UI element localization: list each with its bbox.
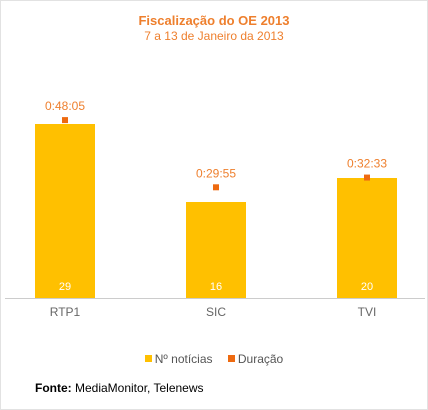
- source-label: Fonte:: [35, 381, 72, 395]
- legend-swatch-noticias: [144, 355, 152, 362]
- duration-label: 0:29:55: [196, 166, 236, 180]
- bar-value-label: 16: [210, 281, 222, 293]
- legend-label-duracao: Duração: [237, 351, 284, 366]
- legend-item-noticias[interactable]: Nº notícias: [144, 351, 213, 366]
- bar-value-label: 20: [361, 281, 373, 293]
- legend-label-noticias: Nº notícias: [154, 351, 213, 366]
- bar-sic[interactable]: [186, 202, 246, 298]
- legend-swatch-duracao: [227, 355, 235, 362]
- bar-value-label: 29: [59, 281, 71, 293]
- category-tick-label: TVI: [358, 305, 377, 319]
- chart-subtitle: 7 a 13 de Janeiro da 2013: [144, 29, 284, 43]
- chart-title: Fiscalização do OE 2013: [138, 13, 290, 28]
- chart-plot: 29 0:48:05 RTP1 16 0:29:55 SIC 20 0:32:33 TVI: [5, 99, 425, 319]
- source-text: MediaMonitor, Telenews: [71, 381, 204, 395]
- duration-point-tvi[interactable]: [364, 174, 370, 181]
- bar-tvi[interactable]: [337, 178, 397, 298]
- duration-point-sic[interactable]: [213, 184, 219, 191]
- source-note: Fonte: MediaMonitor, Telenews: [35, 381, 204, 395]
- duration-point-rtp1[interactable]: [62, 117, 68, 124]
- chart-legend: Nº notícias Duração: [1, 351, 427, 366]
- legend-item-duracao[interactable]: Duração: [227, 351, 284, 366]
- duration-label: 0:32:33: [347, 157, 387, 171]
- bar-rtp1[interactable]: [35, 124, 95, 298]
- category-tick-label: RTP1: [50, 305, 81, 319]
- duration-label: 0:48:05: [45, 99, 85, 113]
- category-tick-label: SIC: [206, 305, 226, 319]
